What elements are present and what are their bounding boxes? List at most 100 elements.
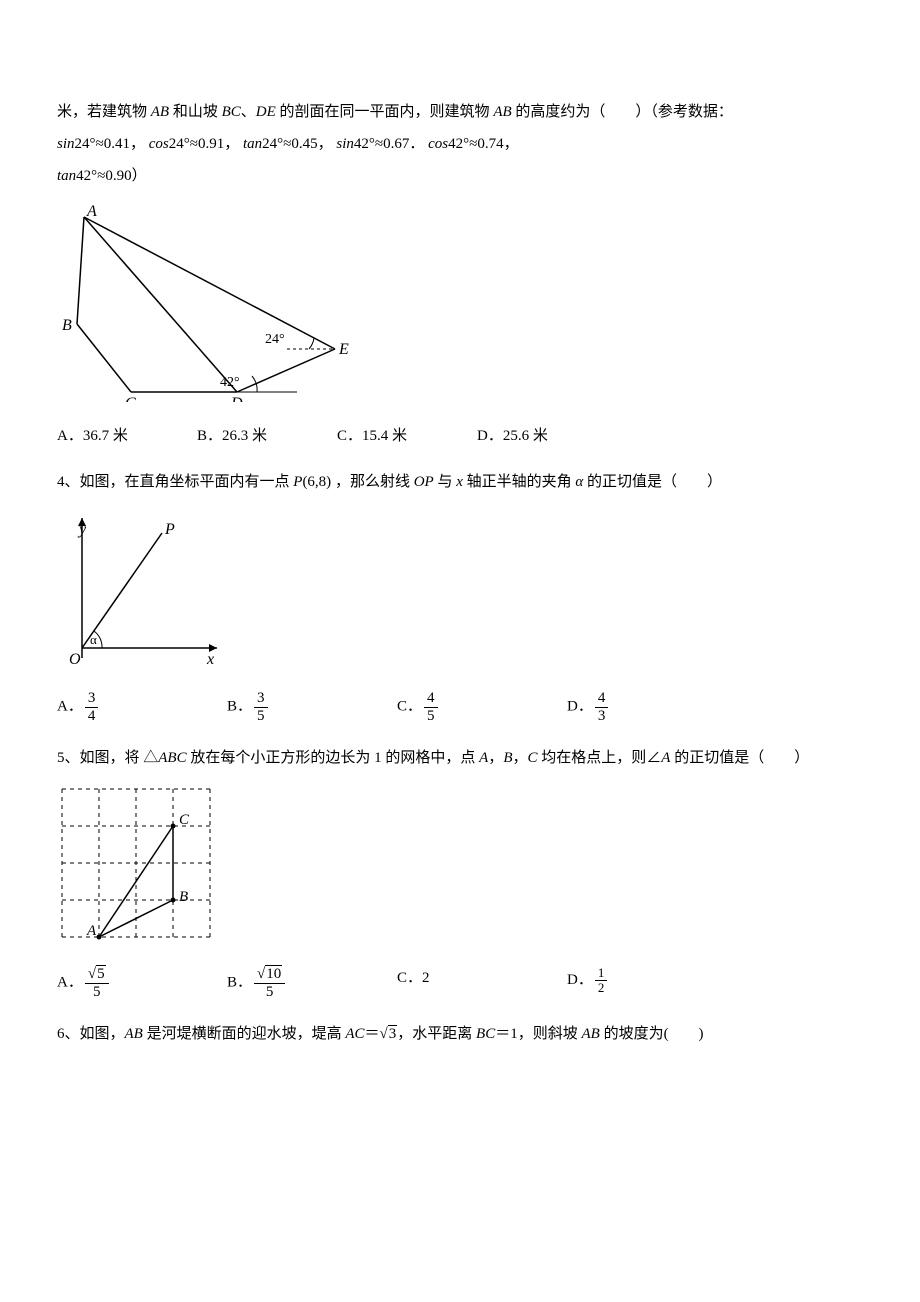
q3-fig-A: A (86, 203, 97, 220)
q4-fig-P: P (164, 521, 175, 538)
q4-t5: 的正切值是（ ） (583, 474, 722, 490)
q6-rad: 3 (388, 1025, 398, 1042)
q5-fb-rad: 10 (265, 965, 282, 982)
q5-t2: 放在每个小正方形的边长为 1 的网格中，点 (187, 750, 480, 766)
q5-optA: A．55 (57, 966, 227, 1000)
q4-optB-prefix: B． (227, 698, 252, 714)
q3-figure: A B C D E 42° 24° (57, 202, 863, 410)
q5-fd-d: 2 (595, 981, 608, 995)
q5-pC: C (528, 750, 538, 766)
q3-t3: 、 (241, 104, 256, 120)
q6-bc: BC (476, 1026, 495, 1042)
q3-t4: 的剖面在同一平面内，则建筑物 (276, 104, 494, 120)
q6-t4: ，水平距离 (397, 1026, 476, 1042)
q4-t2: ，那么射线 (331, 474, 414, 490)
q4-fc-d: 5 (424, 708, 438, 725)
q5-optC-val: C．2 (397, 970, 430, 986)
q3-tan1: tan (243, 136, 262, 152)
q3-fig-E: E (338, 341, 349, 358)
q5-t3: 均在格点上，则∠ (538, 750, 662, 766)
q3-ab2: AB (493, 104, 511, 120)
q5-options: A．55 B．105 C．2 D．12 (57, 966, 863, 1000)
q4-figure: y x O P α (57, 508, 863, 676)
q3-tan2: tan (57, 168, 76, 184)
q3-v4: 42°≈0.67． (354, 136, 424, 152)
q5-t2d: ， (512, 750, 527, 766)
q6-t5: ＝1，则斜坡 (495, 1026, 581, 1042)
q5-fb-d: 5 (254, 984, 285, 1001)
q5-optC: C．2 (397, 966, 567, 1000)
q5-figure: A B C (57, 784, 863, 952)
q5-t2c: ， (488, 750, 503, 766)
q5-fig-A: A (86, 923, 97, 939)
q3-sin2: sin (336, 136, 354, 152)
q3-fig-D: D (230, 395, 243, 402)
q3-bc: BC (222, 104, 241, 120)
q4-optA-prefix: A． (57, 698, 83, 714)
q4-optD-prefix: D． (567, 698, 593, 714)
q3-de: DE (256, 104, 276, 120)
q3-text: 米，若建筑物 AB 和山坡 BC、DE 的剖面在同一平面内，则建筑物 AB 的高… (57, 100, 863, 188)
q5-fd-n: 1 (595, 966, 608, 981)
q5-optD-prefix: D． (567, 972, 593, 988)
q6-ab: AB (125, 1026, 143, 1042)
q4-t1: 4、如图，在直角坐标平面内有一点 (57, 474, 293, 490)
q4-fb-d: 5 (254, 708, 268, 725)
q3-v1: 24°≈0.41， (75, 136, 145, 152)
q3-fig-C: C (125, 395, 136, 402)
q5-fa-d: 5 (85, 984, 109, 1001)
q3-fig-24: 24° (265, 332, 285, 347)
q3-v5: 42°≈0.74， (448, 136, 518, 152)
q6-ac: AC (345, 1026, 364, 1042)
q5-fig-B: B (179, 889, 188, 905)
q3-cos1: cos (149, 136, 169, 152)
q3-optD: D．25.6 米 (477, 424, 617, 448)
q5-optB-prefix: B． (227, 974, 252, 990)
q3-t1: 米，若建筑物 (57, 104, 151, 120)
q5-optA-prefix: A． (57, 974, 83, 990)
q5-pA: A (479, 750, 488, 766)
q6-t1: 6、如图， (57, 1026, 125, 1042)
q4-t4: 轴正半轴的夹角 (463, 474, 576, 490)
q4-optA: A．34 (57, 690, 227, 724)
q3-fig-B: B (62, 317, 72, 334)
q3-cos2: cos (428, 136, 448, 152)
q4-fa-n: 3 (85, 690, 99, 708)
q3-optC: C．15.4 米 (337, 424, 477, 448)
q3-v3: 24°≈0.45， (262, 136, 332, 152)
q3-v2: 24°≈0.91， (169, 136, 239, 152)
q4-optD: D．43 (567, 690, 737, 724)
q3-options: A．36.7 米 B．26.3 米 C．15.4 米 D．25.6 米 (57, 424, 863, 448)
q4-fc-n: 4 (424, 690, 438, 708)
q4-fa-d: 4 (85, 708, 99, 725)
q5-text: 5、如图，将 △ABC 放在每个小正方形的边长为 1 的网格中，点 A，B，C … (57, 746, 863, 770)
q5-optD: D．12 (567, 966, 737, 1000)
q4-optB: B．35 (227, 690, 397, 724)
q6-t6: 的坡度为( ) (600, 1026, 704, 1042)
q3-ab: AB (151, 104, 169, 120)
q5-abc: ABC (158, 750, 186, 766)
q6-ab2: AB (581, 1026, 599, 1042)
q4-fig-alpha: α (90, 632, 97, 647)
q3-fig-42: 42° (220, 375, 240, 390)
q5-optB: B． 10 5 (227, 966, 397, 1000)
q4-coord: (6,8) (302, 474, 331, 490)
q4-text: 4、如图，在直角坐标平面内有一点 P(6,8) ，那么射线 OP 与 x 轴正半… (57, 470, 863, 494)
q6-t2: 是河堤横断面的迎水坡，堤高 (143, 1026, 346, 1042)
q4-optC-prefix: C． (397, 698, 422, 714)
q4-fig-y: y (77, 521, 87, 538)
q4-fd-n: 4 (595, 690, 609, 708)
q3-sin1: sin (57, 136, 75, 152)
q3-optA: A．36.7 米 (57, 424, 197, 448)
q4-t3: 与 (434, 474, 457, 490)
q3-optB: B．26.3 米 (197, 424, 337, 448)
q5-fa-rad: 5 (96, 965, 106, 982)
q4-fig-O: O (69, 651, 81, 668)
q4-fd-d: 3 (595, 708, 609, 725)
q3-t5: 的高度约为（ ）（参考数据： (512, 104, 733, 120)
q4-OP: OP (414, 474, 434, 490)
q4-x: x (456, 474, 463, 490)
q5-fig-C: C (179, 812, 190, 828)
q3-v6: 42°≈0.90） (76, 168, 146, 184)
q3-t2: 和山坡 (169, 104, 222, 120)
